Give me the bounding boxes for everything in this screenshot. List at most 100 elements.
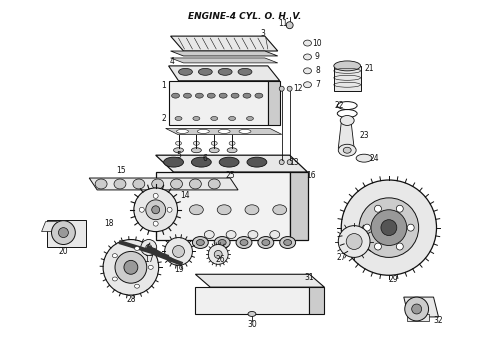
Ellipse shape [112,254,117,258]
Ellipse shape [243,93,251,98]
Ellipse shape [240,239,248,246]
Text: 17: 17 [144,255,153,264]
Ellipse shape [270,231,280,239]
Polygon shape [171,36,278,51]
Ellipse shape [273,205,287,215]
Polygon shape [171,51,278,56]
Text: 28: 28 [126,294,136,303]
Ellipse shape [162,205,175,215]
Polygon shape [334,66,361,91]
Text: 16: 16 [307,171,317,180]
Circle shape [341,180,437,275]
Text: 5: 5 [176,151,181,160]
Ellipse shape [194,141,199,145]
Circle shape [359,198,418,257]
Circle shape [346,234,362,249]
Polygon shape [156,172,290,239]
Ellipse shape [196,93,203,98]
Ellipse shape [175,117,182,121]
Ellipse shape [374,243,381,250]
Polygon shape [169,66,280,81]
Circle shape [405,297,429,321]
Text: 8: 8 [315,66,320,75]
Circle shape [58,228,69,238]
Text: 21: 21 [364,64,374,73]
Text: 4: 4 [169,57,174,66]
Ellipse shape [176,129,189,133]
Ellipse shape [396,243,403,250]
Ellipse shape [211,141,217,145]
Ellipse shape [218,129,230,133]
Polygon shape [338,122,354,148]
Text: ENGINE-4 CYL. O. H. V.: ENGINE-4 CYL. O. H. V. [188,12,302,21]
Ellipse shape [167,207,172,212]
Ellipse shape [396,205,403,212]
Ellipse shape [183,93,192,98]
Ellipse shape [236,237,252,248]
Ellipse shape [196,239,204,246]
Text: 6: 6 [203,154,208,163]
Circle shape [338,226,370,257]
Ellipse shape [279,86,284,91]
Ellipse shape [192,148,201,153]
Ellipse shape [135,247,140,251]
Ellipse shape [133,179,145,189]
Ellipse shape [95,179,107,189]
Circle shape [115,251,147,283]
Circle shape [381,220,397,235]
Polygon shape [268,81,280,125]
Polygon shape [407,314,429,321]
Text: 1: 1 [161,81,166,90]
Text: 27: 27 [337,253,346,262]
Ellipse shape [139,207,144,212]
Ellipse shape [175,141,181,145]
Text: 11: 11 [278,19,288,28]
Ellipse shape [231,93,239,98]
Ellipse shape [190,205,203,215]
Ellipse shape [287,86,292,91]
Ellipse shape [407,224,414,231]
Text: 31: 31 [305,273,314,282]
Polygon shape [169,81,268,125]
Ellipse shape [148,265,153,269]
Circle shape [412,304,421,314]
Ellipse shape [192,157,211,167]
Circle shape [124,260,138,274]
Ellipse shape [227,148,237,153]
Ellipse shape [284,239,292,246]
Text: 9: 9 [315,53,320,62]
Ellipse shape [247,157,267,167]
Text: 14: 14 [181,192,190,201]
Ellipse shape [255,93,263,98]
Ellipse shape [164,157,183,167]
Text: 19: 19 [173,265,183,274]
Polygon shape [310,287,324,314]
Ellipse shape [218,68,232,75]
Ellipse shape [153,193,158,198]
Circle shape [134,188,177,231]
Circle shape [214,251,222,258]
Ellipse shape [198,68,212,75]
Polygon shape [89,178,238,190]
Polygon shape [196,274,324,287]
Ellipse shape [303,40,312,46]
Ellipse shape [364,224,370,231]
Ellipse shape [114,179,126,189]
Text: 23: 23 [359,131,369,140]
Ellipse shape [246,117,253,121]
Ellipse shape [239,129,251,133]
Ellipse shape [153,221,158,226]
Ellipse shape [334,61,361,71]
Circle shape [208,244,228,264]
Polygon shape [42,222,57,231]
Ellipse shape [303,54,312,60]
Text: 30: 30 [247,320,257,329]
Ellipse shape [193,117,200,121]
Ellipse shape [303,68,312,74]
Ellipse shape [178,68,193,75]
Text: 2: 2 [161,114,166,123]
Ellipse shape [219,157,239,167]
Circle shape [172,246,184,257]
Ellipse shape [209,148,219,153]
Ellipse shape [211,117,218,121]
